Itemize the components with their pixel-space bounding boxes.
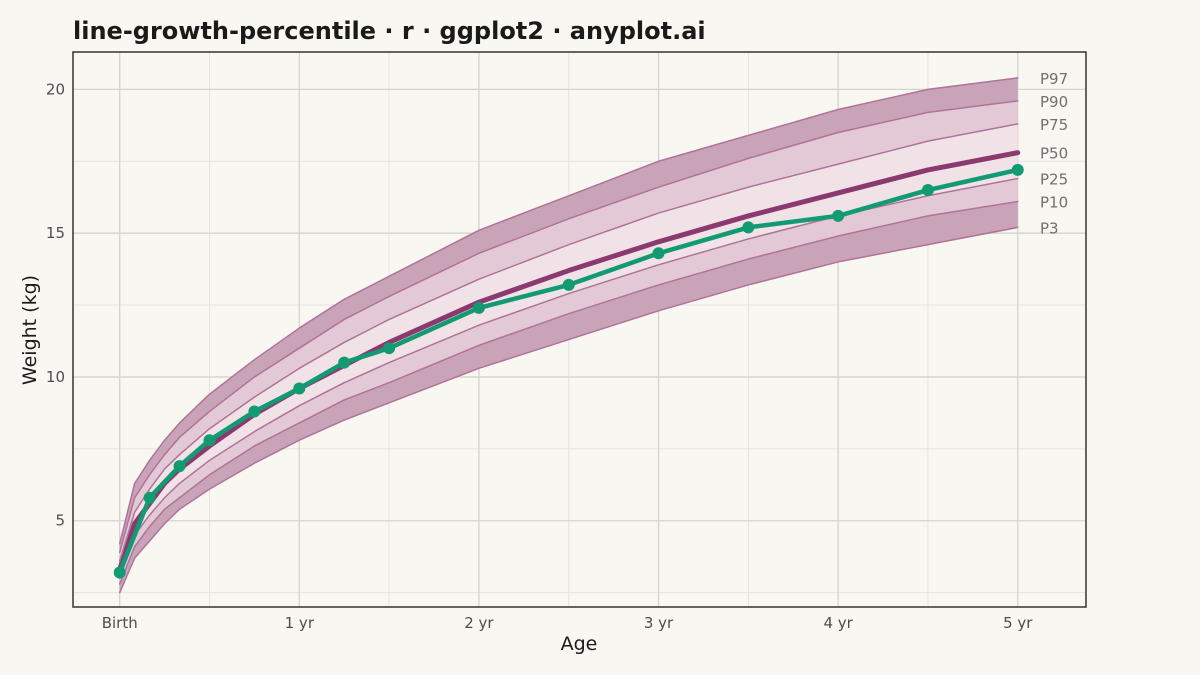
- axes: Birth 1 yr 2 yr 3 yr 4 yr 5 yr 5 10 15 20: [46, 51, 1087, 632]
- x-tick-label: 3 yr: [644, 614, 674, 632]
- percentile-label-p90: P90: [1040, 93, 1068, 111]
- child-point: [143, 491, 156, 504]
- child-point: [921, 184, 934, 197]
- y-tick-label: 15: [46, 224, 65, 242]
- x-tick-label: 5 yr: [1003, 614, 1033, 632]
- percentile-label-p97: P97: [1040, 70, 1068, 88]
- y-tick-label: 20: [46, 80, 65, 98]
- percentile-line-p3: [118, 226, 1019, 594]
- x-tick-label: 1 yr: [285, 614, 315, 632]
- child-point: [338, 356, 351, 369]
- percentile-label-p50: P50: [1040, 145, 1068, 163]
- x-tick-label: 2 yr: [464, 614, 494, 632]
- plot-border: [72, 51, 1087, 608]
- percentile-label-p75: P75: [1040, 116, 1068, 134]
- percentile-line-p25: [118, 177, 1019, 579]
- x-tick-label: 4 yr: [823, 614, 853, 632]
- child-point: [113, 566, 126, 579]
- child-point: [1011, 163, 1024, 176]
- percentile-line-p90: [118, 100, 1019, 554]
- child-series: [113, 163, 1024, 579]
- child-point: [383, 342, 396, 355]
- x-axis-title: Age: [561, 633, 598, 655]
- child-point: [248, 405, 261, 418]
- percentile-label-p10: P10: [1040, 194, 1068, 212]
- child-point: [173, 460, 186, 473]
- y-tick-label: 5: [55, 512, 65, 530]
- percentile-labels: P97 P90 P75 P50 P25 P10 P3: [1040, 70, 1068, 238]
- child-point: [203, 434, 216, 447]
- y-axis-title: Weight (kg): [19, 275, 41, 385]
- child-point: [742, 221, 755, 234]
- percentile-line-p75: [118, 123, 1019, 562]
- child-point: [832, 209, 845, 222]
- x-tick-label: Birth: [102, 614, 138, 632]
- chart-title: line-growth-percentile · r · ggplot2 · a…: [73, 17, 706, 45]
- y-tick-label: 10: [46, 368, 65, 386]
- percentile-label-p25: P25: [1040, 171, 1068, 189]
- child-point: [293, 382, 306, 395]
- child-point: [472, 301, 485, 314]
- child-point: [562, 278, 575, 291]
- child-point: [652, 247, 665, 260]
- percentile-line-p97: [118, 77, 1019, 545]
- percentile-label-p3: P3: [1040, 219, 1059, 237]
- percentile-line-p10: [118, 200, 1019, 585]
